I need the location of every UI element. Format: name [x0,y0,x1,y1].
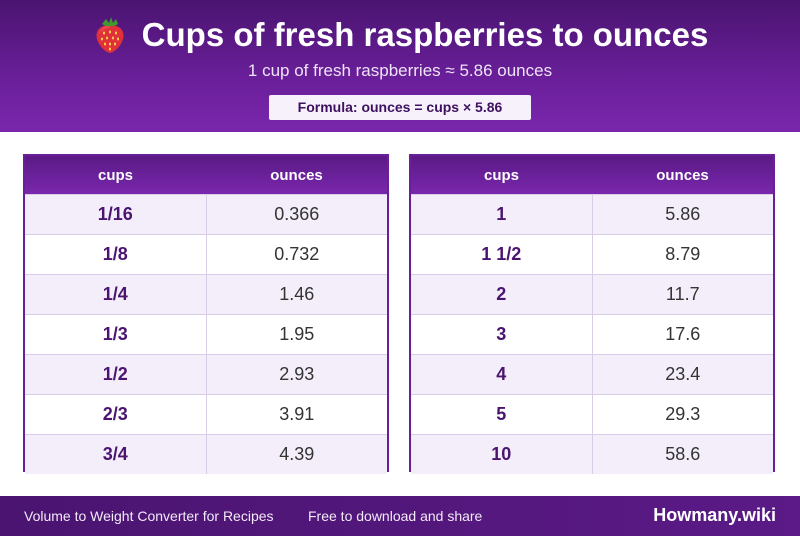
table-row: 1 1/2 8.79 [411,234,773,274]
cups-cell: 2/3 [25,395,207,434]
formula-box: Formula: ounces = cups × 5.86 [269,95,531,120]
cups-cell: 10 [411,435,593,474]
table-row: 10 58.6 [411,434,773,474]
strawberry-icon [92,15,128,55]
table-row: 2/3 3.91 [25,394,387,434]
cups-cell: 1/4 [25,275,207,314]
table-body: 1 5.86 1 1/2 8.79 2 11.7 3 17.6 4 23.4 5 29.3 … [411,194,773,474]
ounces-cell: 58.6 [665,444,701,464]
cups-cell: 5 [411,395,593,434]
cups-cell: 1 1/2 [411,235,593,274]
table-row: 2 11.7 [411,274,773,314]
cups-cell: 1/16 [25,195,207,234]
table-body: 1/16 0.366 1/8 0.732 1/4 1.46 1/3 1.95 1/2 2.… [25,194,387,474]
table-row: 1/3 1.95 [25,314,387,354]
cups-cell: 1/2 [25,355,207,394]
column-header-ounces: ounces [270,167,323,184]
table-row: 1/16 0.366 [25,194,387,234]
title-row: Cups of fresh raspberries to ounces [0,14,800,56]
header-banner: Cups of fresh raspberries to ounces 1 cu… [0,0,800,132]
ounces-cell: 1.95 [279,324,315,344]
table-header: cups ounces [25,156,387,194]
cups-cell: 1/8 [25,235,207,274]
ounces-cell: 2.93 [279,364,315,384]
ounces-cell: 1.46 [279,284,315,304]
page-title: Cups of fresh raspberries to ounces [141,16,709,53]
footer-left-text: Volume to Weight Converter for Recipes [24,508,274,524]
cups-cell: 1/3 [25,315,207,354]
ounces-cell: 29.3 [665,404,701,424]
ounces-cell: 17.6 [665,324,701,344]
conversion-table-left: cups ounces 1/16 0.366 1/8 0.732 1/4 1.46 1… [23,154,389,474]
table-row: 1/2 2.93 [25,354,387,394]
column-header-cups: cups [483,167,519,184]
table-row: 3/4 4.39 [25,434,387,474]
table-row: 5 29.3 [411,394,773,434]
cups-cell: 4 [411,355,593,394]
table-row: 1/8 0.732 [25,234,387,274]
brand-logo[interactable]: Howmany.wiki [653,505,776,525]
ounces-cell: 8.79 [665,244,701,264]
ounces-cell: 0.366 [274,204,320,224]
table-header: cups ounces [411,156,773,194]
table-row: 1/4 1.46 [25,274,387,314]
footer-middle-text: Free to download and share [308,508,483,524]
conversion-table-right: cups ounces 1 5.86 1 1/2 8.79 2 11.7 3 17.6 … [409,154,775,474]
table-row: 3 17.6 [411,314,773,354]
cups-cell: 3 [411,315,593,354]
subtitle: 1 cup of fresh raspberries ≈ 5.86 ounces [247,61,553,80]
ounces-cell: 4.39 [279,444,315,464]
column-header-ounces: ounces [656,167,709,184]
table-row: 1 5.86 [411,194,773,234]
ounces-cell: 3.91 [279,404,315,424]
cups-cell: 3/4 [25,435,207,474]
table-row: 4 23.4 [411,354,773,394]
column-header-cups: cups [97,167,133,184]
ounces-cell: 23.4 [665,364,701,384]
ounces-cell: 11.7 [665,284,700,304]
ounces-cell: 5.86 [665,204,701,224]
cups-cell: 1 [411,195,593,234]
footer-bar: Volume to Weight Converter for Recipes F… [0,496,800,536]
ounces-cell: 0.732 [274,244,320,264]
cups-cell: 2 [411,275,593,314]
